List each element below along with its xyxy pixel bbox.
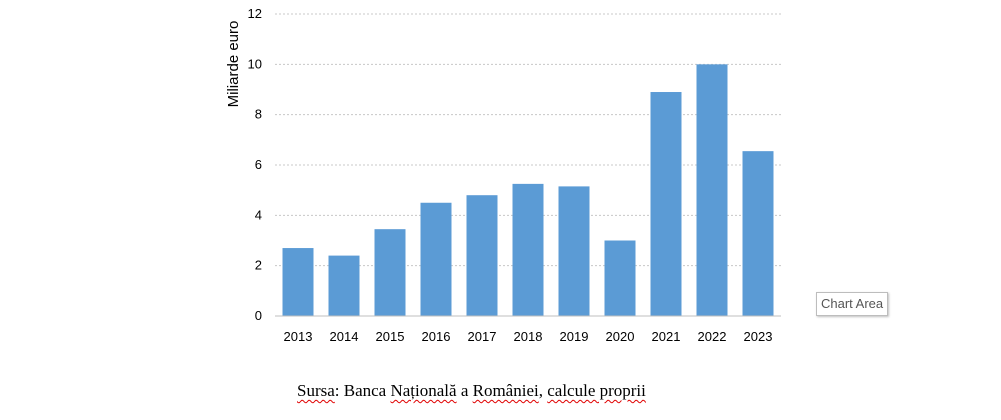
source-text-3: ,	[538, 381, 548, 400]
bar-2020[interactable]	[604, 240, 636, 317]
x-tick-label: 2020	[606, 329, 635, 344]
y-tick-label: 12	[248, 6, 262, 21]
bar-2016[interactable]	[420, 202, 452, 316]
x-tick-label: 2015	[376, 329, 405, 344]
bar-2018[interactable]	[512, 183, 544, 316]
chart-area-tooltip: Chart Area	[816, 292, 889, 316]
source-text-1: : Banca	[334, 381, 391, 400]
bar-2014[interactable]	[328, 255, 360, 316]
y-axis-title: Miliarde euro	[225, 21, 242, 108]
bar-2013[interactable]	[282, 248, 314, 316]
x-tick-label: 2018	[514, 329, 543, 344]
y-tick-label: 0	[255, 308, 262, 323]
bar-2017[interactable]	[466, 195, 498, 316]
x-tick-label: 2014	[330, 329, 359, 344]
x-tick-label: 2021	[652, 329, 681, 344]
x-tick-label: 2023	[744, 329, 773, 344]
y-tick-label: 6	[255, 157, 262, 172]
bar-2019[interactable]	[558, 186, 590, 316]
y-tick-label: 4	[255, 207, 262, 222]
y-tick-label: 8	[255, 107, 262, 122]
source-word-romaniei: României	[472, 381, 539, 400]
chart-area[interactable]: 0 2 4 6 8 10 12 2013 2014 2015 2016 2017 2018 2019 20…	[0, 0, 1001, 360]
source-word-nationala: Națională	[390, 381, 457, 400]
source-text-2: a	[456, 381, 473, 400]
x-tick-label: 2017	[468, 329, 497, 344]
x-tick-label: 2022	[698, 329, 727, 344]
y-tick-label: 2	[255, 258, 262, 273]
x-tick-label: 2016	[422, 329, 451, 344]
x-tick-label: 2013	[284, 329, 313, 344]
bar-chart: 0 2 4 6 8 10 12 2013 2014 2015 2016 2017 2018 2019 20…	[225, 6, 781, 344]
bar-2021[interactable]	[650, 92, 682, 317]
bar-2015[interactable]	[374, 229, 406, 316]
x-tick-label: 2019	[560, 329, 589, 344]
source-prefix: Sursa	[297, 381, 335, 400]
bar-2023[interactable]	[742, 151, 774, 316]
y-tick-label: 10	[248, 56, 262, 71]
source-note: Sursa: Banca Națională a României, calcu…	[297, 381, 646, 401]
source-word-calcule: calcule proprii	[547, 381, 646, 400]
bar-2022[interactable]	[696, 64, 728, 316]
